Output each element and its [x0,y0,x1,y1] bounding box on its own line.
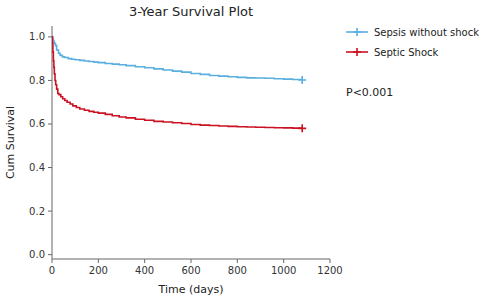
censor-mark [298,76,306,84]
x-tick-label: 400 [135,265,154,276]
y-tick-label: 0.6 [29,118,45,129]
censor-mark [298,124,306,132]
legend-censor [353,28,361,36]
y-axis-label: Cum Survival [4,106,17,179]
survival-curve [52,37,302,128]
x-tick [144,259,145,263]
legend-label: Septic Shock [374,47,439,58]
x-tick-label: 1200 [317,265,342,276]
x-tick-label: 0 [49,265,55,276]
y-tick-label: 0.8 [29,75,45,86]
chart: 3-Year Survival Plot 0 200 400 600 800 1000 120… [0,0,500,303]
x-tick-label: 1000 [271,265,296,276]
y-tick [48,36,52,37]
x-tick-label: 600 [181,265,200,276]
y-tick-label: 0.4 [29,162,45,173]
y-tick-label: 0.2 [29,206,45,217]
x-tick [98,259,99,263]
x-tick [330,259,331,263]
legend-label: Sepsis without shock [374,27,479,38]
x-tick [237,259,238,263]
x-tick [283,259,284,263]
y-tick-label: 1.0 [29,31,45,42]
y-tick [48,123,52,124]
y-tick [48,167,52,168]
y-tick-label: 0.0 [29,249,45,260]
y-tick [48,254,52,255]
title: 3-Year Survival Plot [129,4,253,19]
plot-area [52,37,306,132]
x-tick-label: 200 [89,265,108,276]
y-tick [48,80,52,81]
x-tick [191,259,192,263]
legend-censor [353,48,361,56]
y-tick [48,211,52,212]
x-tick-label: 800 [228,265,247,276]
survival-curve [52,37,302,80]
p-value: P<0.001 [346,86,393,99]
x-tick [52,259,53,263]
legend: Sepsis without shock Septic Shock [346,27,479,58]
y-axis-line [52,26,53,259]
x-axis-label: Time (days) [158,283,224,296]
